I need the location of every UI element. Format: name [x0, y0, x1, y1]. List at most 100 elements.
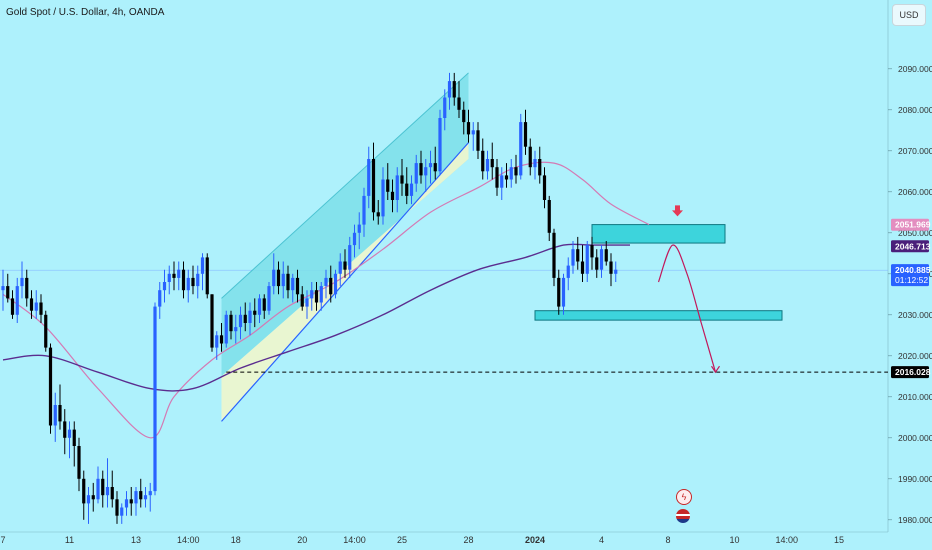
- currency-button[interactable]: USD: [892, 4, 926, 26]
- candle-body: [514, 167, 518, 176]
- candle-body: [576, 249, 580, 262]
- candle-body: [314, 290, 319, 303]
- y-tick-label: 2060.000: [898, 187, 932, 197]
- candle-body: [143, 495, 148, 500]
- candle-body: [248, 310, 252, 323]
- candle-body: [523, 122, 528, 147]
- candle-body: [428, 163, 433, 168]
- candle-body: [419, 163, 423, 176]
- candle-body: [234, 327, 238, 332]
- candle-body: [291, 277, 295, 291]
- candle-body: [424, 167, 428, 176]
- candle-body: [386, 179, 390, 192]
- x-tick-label: 4: [599, 535, 604, 545]
- candle-body: [267, 286, 271, 311]
- candle-body: [243, 314, 247, 323]
- projection-path: [657, 244, 717, 373]
- candle-body: [115, 499, 119, 516]
- candles: [1, 72, 618, 524]
- x-tick-label: 18: [231, 535, 241, 545]
- channel-upper-line: [221, 72, 469, 299]
- candle-body: [438, 118, 442, 172]
- candle-body: [82, 478, 86, 504]
- y-tick-label: 2020.000: [898, 351, 932, 361]
- candle-body: [276, 269, 281, 287]
- candle-body: [34, 302, 38, 311]
- candle-body: [305, 298, 309, 307]
- x-tick-label: 28: [463, 535, 473, 545]
- x-tick-label: 14:00: [343, 535, 366, 545]
- lightning-icon[interactable]: ϟ: [676, 489, 692, 505]
- candle-body: [490, 159, 494, 168]
- chart-title: Gold Spot / U.S. Dollar, 4h, OANDA: [6, 7, 165, 18]
- candle-body: [367, 159, 371, 196]
- x-tick-label: 11: [65, 535, 74, 545]
- candle-body: [329, 277, 333, 295]
- candle-body: [29, 298, 34, 311]
- candle-body: [105, 487, 110, 496]
- candle-body: [390, 191, 395, 200]
- candle-body: [162, 282, 167, 291]
- candle-body: [566, 265, 570, 278]
- y-tick-label: 2090.000: [898, 64, 932, 74]
- candle-body: [500, 175, 504, 188]
- candle-body: [53, 405, 57, 426]
- candle-body: [552, 232, 556, 278]
- candle-body: [561, 277, 566, 307]
- candle-body: [300, 294, 304, 307]
- candle-body: [462, 109, 466, 123]
- candle-body: [1, 286, 5, 291]
- candle-body: [200, 257, 205, 274]
- countdown-label: 01:12:52: [895, 275, 928, 285]
- us-flag-icon[interactable]: [676, 509, 690, 523]
- x-tick-label: 14:00: [775, 535, 798, 545]
- candle-body: [310, 290, 314, 299]
- candle-body: [44, 314, 48, 348]
- candle-body: [395, 175, 399, 200]
- price-label: 2046.713: [895, 241, 931, 251]
- candle-body: [77, 446, 81, 479]
- candle-body: [148, 491, 152, 496]
- price-label-box: [891, 240, 929, 253]
- candle-body: [414, 163, 418, 184]
- candle-body: [319, 286, 323, 303]
- candle-body: [362, 195, 366, 225]
- candle-body: [324, 277, 328, 287]
- candle-body: [238, 314, 243, 328]
- x-tick-label: 15: [834, 535, 844, 545]
- candle-body: [614, 269, 618, 274]
- candle-body: [533, 159, 537, 168]
- price-label-box: [891, 366, 929, 379]
- candle-body: [538, 159, 542, 176]
- candle-body: [181, 269, 186, 291]
- candle-body: [466, 122, 471, 135]
- y-tick-label: 2080.000: [898, 105, 932, 115]
- candle-body: [167, 273, 171, 282]
- candle-body: [129, 499, 133, 504]
- candle-body: [63, 421, 67, 438]
- candle-body: [191, 277, 195, 287]
- x-tick-label: 10: [729, 535, 739, 545]
- candle-body: [196, 273, 200, 287]
- candle-body: [39, 302, 43, 315]
- candle-body: [262, 298, 266, 311]
- x-tick-label: 8: [665, 535, 670, 545]
- price-label-box: [891, 264, 929, 287]
- candle-body: [599, 249, 604, 270]
- y-tick-label: 2070.000: [898, 146, 932, 156]
- y-tick-label: 2050.000: [898, 228, 932, 238]
- candle-body: [25, 277, 29, 299]
- price-label: 2040.885: [895, 265, 931, 275]
- candle-body: [609, 261, 613, 274]
- candle-body: [96, 478, 100, 500]
- candle-body: [177, 269, 181, 278]
- candle-body: [348, 245, 352, 270]
- candle-body: [91, 495, 95, 500]
- projection-arrowhead: [711, 365, 720, 374]
- candle-body: [452, 81, 456, 98]
- candle-body: [471, 130, 475, 135]
- candle-body: [295, 277, 300, 295]
- resistance-zone: [591, 224, 726, 244]
